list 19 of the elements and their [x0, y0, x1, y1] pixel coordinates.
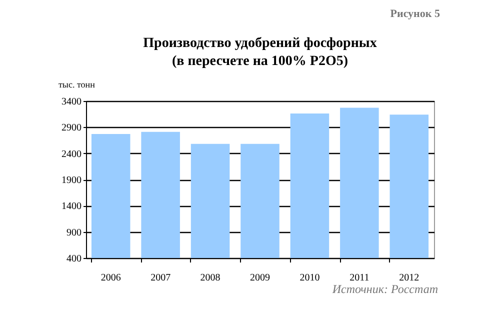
text: Источник: Росстат — [332, 282, 438, 297]
text: Рисунок 5 — [390, 8, 440, 20]
y-axis-title: тыс. тонн — [58, 80, 96, 90]
y-tick-label: 2900 — [62, 122, 82, 134]
x-tick-label: 2007 — [150, 272, 171, 284]
y-tick-label: 3400 — [62, 96, 82, 108]
y-tick-label: 1900 — [62, 175, 82, 186]
chart-title: Производство удобрений фосфорных — [143, 36, 377, 51]
x-tick-label: 2011 — [350, 272, 370, 284]
x-tick-label: 2012 — [399, 272, 420, 284]
x-tick-label: 2006 — [100, 272, 121, 284]
y-tick-label: 400 — [66, 254, 82, 264]
y-tick-label: 2400 — [62, 148, 82, 160]
x-tick-label: 2009 — [250, 272, 270, 284]
chart-subtitle: (в пересчете на 100% P2O5) — [172, 54, 348, 69]
y-tick-label: 900 — [66, 227, 82, 238]
x-tick-label: 2010 — [300, 272, 320, 284]
y-tick-label: 1400 — [62, 201, 82, 212]
x-tick-label: 2008 — [200, 272, 220, 284]
